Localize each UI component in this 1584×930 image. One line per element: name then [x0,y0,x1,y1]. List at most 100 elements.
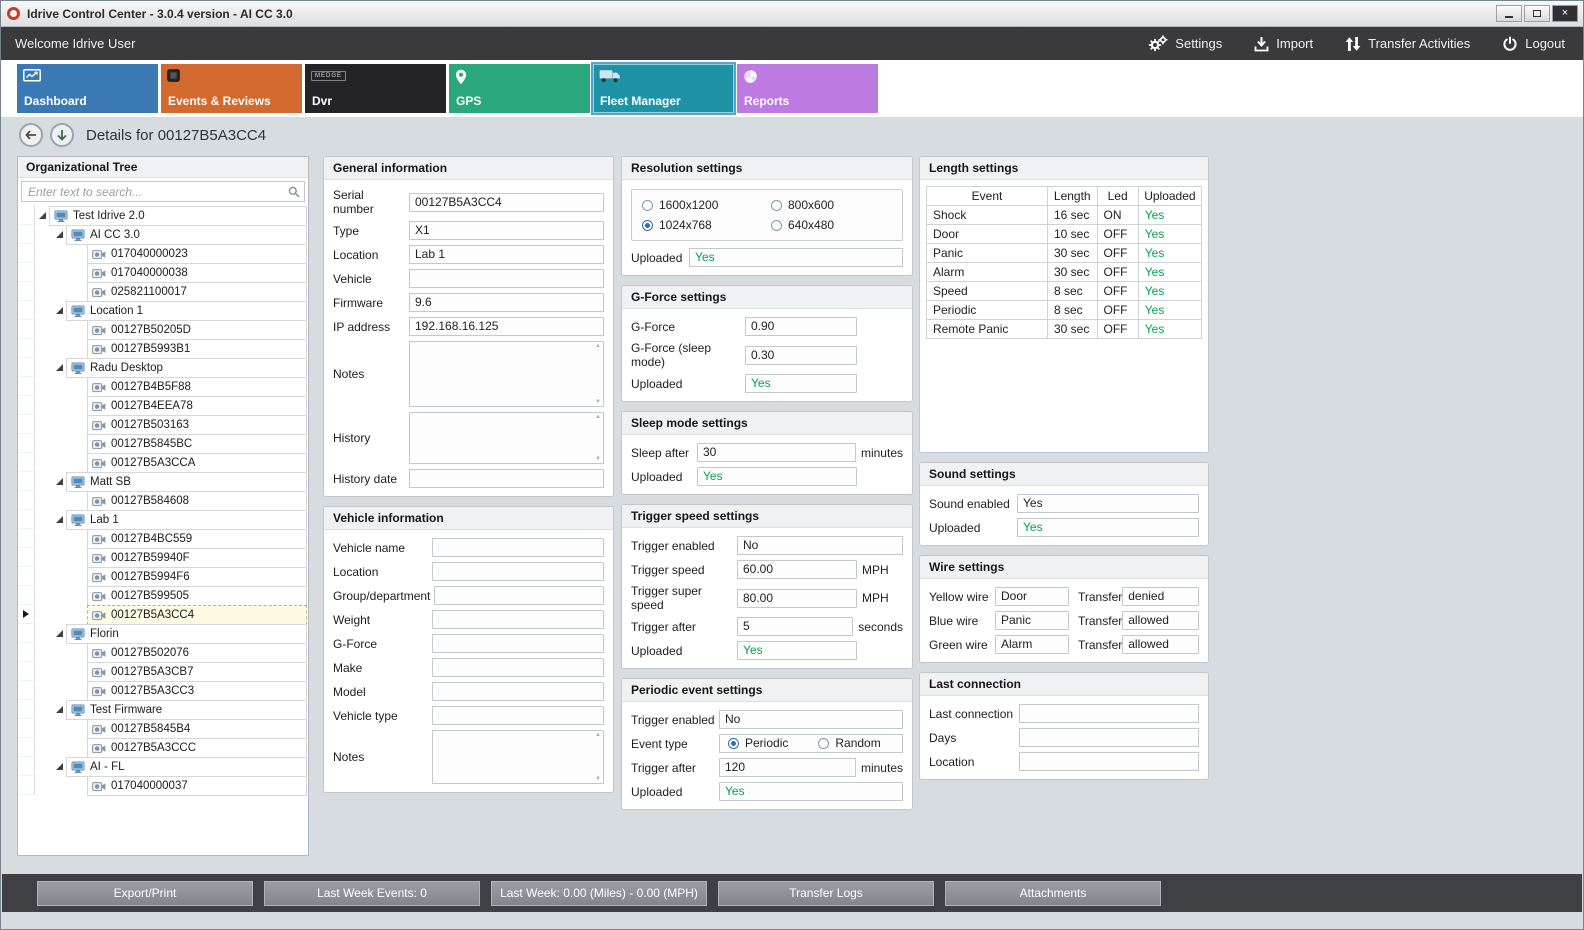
wire-blue-wire-input[interactable]: Panic [995,611,1069,630]
tree-device-017040000023[interactable]: 017040000023 [87,244,307,264]
tree-device-00127b4b5f88[interactable]: 00127B4B5F88 [87,377,307,397]
resolution-radio-1024x768[interactable]: 1024x768 [642,218,763,232]
general-history-date-input[interactable] [409,469,604,488]
general-history-input[interactable] [409,412,604,464]
tree-row[interactable]: 00127B5993B1 [18,339,308,359]
tab-gps[interactable]: GPS [449,64,590,113]
vehicle-vehicle-type-input[interactable] [432,706,604,725]
last-week-stats-button[interactable]: Last Week: 0.00 (Miles) - 0.00 (MPH) [491,880,707,906]
expand-caret-icon[interactable] [56,763,63,770]
general-vehicle-input[interactable] [409,269,604,288]
expand-caret-icon[interactable] [56,364,63,371]
tree-row[interactable]: Florin [18,624,308,644]
import-button[interactable]: Import [1254,36,1313,52]
tree-device-00127b5a3cc4[interactable]: 00127B5A3CC4 [87,605,307,625]
tree-row[interactable]: Location 1 [18,301,308,321]
tree-device-00127b599505[interactable]: 00127B599505 [87,586,307,606]
wire-yellow-wire-input[interactable]: Door [995,587,1069,606]
resolution-uploaded-input[interactable]: Yes [689,248,903,267]
export-print-button[interactable]: Export/Print [37,880,253,906]
tree-row[interactable]: 00127B4BC559 [18,529,308,549]
attachments-button[interactable]: Attachments [945,880,1161,906]
tree-row[interactable]: Test Idrive 2.0 [18,206,308,226]
expand-caret-icon[interactable] [56,231,63,238]
tree-device-00127b5845bc[interactable]: 00127B5845BC [87,434,307,454]
tab-reports[interactable]: Reports [737,64,878,113]
periodic-radio-random[interactable]: Random [818,735,881,752]
vehicle-weight-input[interactable] [432,610,604,629]
tree-device-00127b5a3cca[interactable]: 00127B5A3CCA [87,453,307,473]
tree-device-017040000037[interactable]: 017040000037 [87,776,307,796]
resolution-radio-640x480[interactable]: 640x480 [771,218,892,232]
last-connection-location-input[interactable] [1019,752,1199,771]
tab-dashboard[interactable]: Dashboard [17,64,158,113]
wire-green-wire-transfer-input[interactable]: allowed [1122,635,1199,654]
general-location-input[interactable]: Lab 1 [409,245,604,264]
tree-device-00127b5994f6[interactable]: 00127B5994F6 [87,567,307,587]
last-connection-last-connection-input[interactable] [1019,704,1199,723]
periodic-trigger-enabled-input[interactable]: No [719,710,903,729]
tab-dvr[interactable]: MEDGE Dvr [305,64,446,113]
tree-row[interactable]: 00127B4B5F88 [18,377,308,397]
tab-fleet-manager[interactable]: Fleet Manager [593,64,734,113]
tree-row[interactable]: 00127B503163 [18,415,308,435]
tree-row[interactable]: 00127B59940F [18,548,308,568]
transfer-activities-button[interactable]: Transfer Activities [1345,36,1470,52]
expand-caret-icon[interactable] [56,516,63,523]
tree-row[interactable]: 00127B5A3CCA [18,453,308,473]
periodic-trigger-after-input[interactable]: 120 [719,758,856,777]
tree-row[interactable]: 00127B599505 [18,586,308,606]
settings-button[interactable]: Settings [1147,35,1222,52]
wire-yellow-wire-transfer-input[interactable]: denied [1122,587,1199,606]
tree-row[interactable]: 00127B5A3CCC [18,738,308,758]
tree-row[interactable]: 00127B5A3CC4 [18,605,308,625]
tree-row[interactable]: 00127B502076 [18,643,308,663]
general-notes-input[interactable] [409,341,604,407]
tree-row[interactable]: Lab 1 [18,510,308,530]
trigger-speed-uploaded-input[interactable]: Yes [737,641,857,660]
tree-group-lab-1[interactable]: Lab 1 [66,510,307,530]
vehicle-notes-input[interactable] [432,730,604,784]
tree-group-ai-fl[interactable]: AI - FL [66,757,307,777]
expand-caret-icon[interactable] [56,478,63,485]
tree-row[interactable]: 017040000037 [18,776,308,796]
tree-group-test-firmware[interactable]: Test Firmware [66,700,307,720]
tree-device-00127b584608[interactable]: 00127B584608 [87,491,307,511]
tree-group-florin[interactable]: Florin [66,624,307,644]
tree-device-00127b4bc559[interactable]: 00127B4BC559 [87,529,307,549]
general-serial-number-input[interactable]: 00127B5A3CC4 [409,192,604,212]
sleep-uploaded-input[interactable]: Yes [697,467,857,486]
resolution-radio-800x600[interactable]: 800x600 [771,198,892,212]
expand-caret-icon[interactable] [56,706,63,713]
sleep-sleep-after-input[interactable]: 30 [697,443,856,462]
vehicle-group-department-input[interactable] [434,586,604,605]
tree-row[interactable]: Test Firmware [18,700,308,720]
tree-row[interactable]: AI - FL [18,757,308,777]
wire-blue-wire-transfer-input[interactable]: allowed [1122,611,1199,630]
back-button[interactable] [19,123,43,147]
logout-button[interactable]: Logout [1502,36,1565,52]
minimize-button[interactable] [1496,5,1522,22]
tree-device-00127b50205d[interactable]: 00127B50205D [87,320,307,340]
search-input[interactable] [21,181,305,202]
tree-row[interactable]: 00127B5994F6 [18,567,308,587]
tree-row[interactable]: 00127B4EEA78 [18,396,308,416]
tree-row[interactable]: 00127B584608 [18,491,308,511]
maximize-button[interactable] [1524,5,1550,22]
periodic-uploaded-input[interactable]: Yes [719,782,903,801]
last-week-events-button[interactable]: Last Week Events: 0 [264,880,480,906]
tree-row[interactable]: 00127B5845BC [18,434,308,454]
tree-row[interactable]: Matt SB [18,472,308,492]
tree-row[interactable]: 00127B5845B4 [18,719,308,739]
expand-caret-icon[interactable] [56,307,63,314]
tree-device-00127b5a3cb7[interactable]: 00127B5A3CB7 [87,662,307,682]
tree-device-00127b4eea78[interactable]: 00127B4EEA78 [87,396,307,416]
tree-device-017040000038[interactable]: 017040000038 [87,263,307,283]
tree-device-00127b5993b1[interactable]: 00127B5993B1 [87,339,307,359]
expand-caret-icon[interactable] [39,212,46,219]
tree-row[interactable]: 017040000038 [18,263,308,283]
last-connection-days-input[interactable] [1019,728,1199,747]
tree-device-00127b59940f[interactable]: 00127B59940F [87,548,307,568]
tree-device-00127b502076[interactable]: 00127B502076 [87,643,307,663]
tree-row[interactable]: 00127B5A3CB7 [18,662,308,682]
